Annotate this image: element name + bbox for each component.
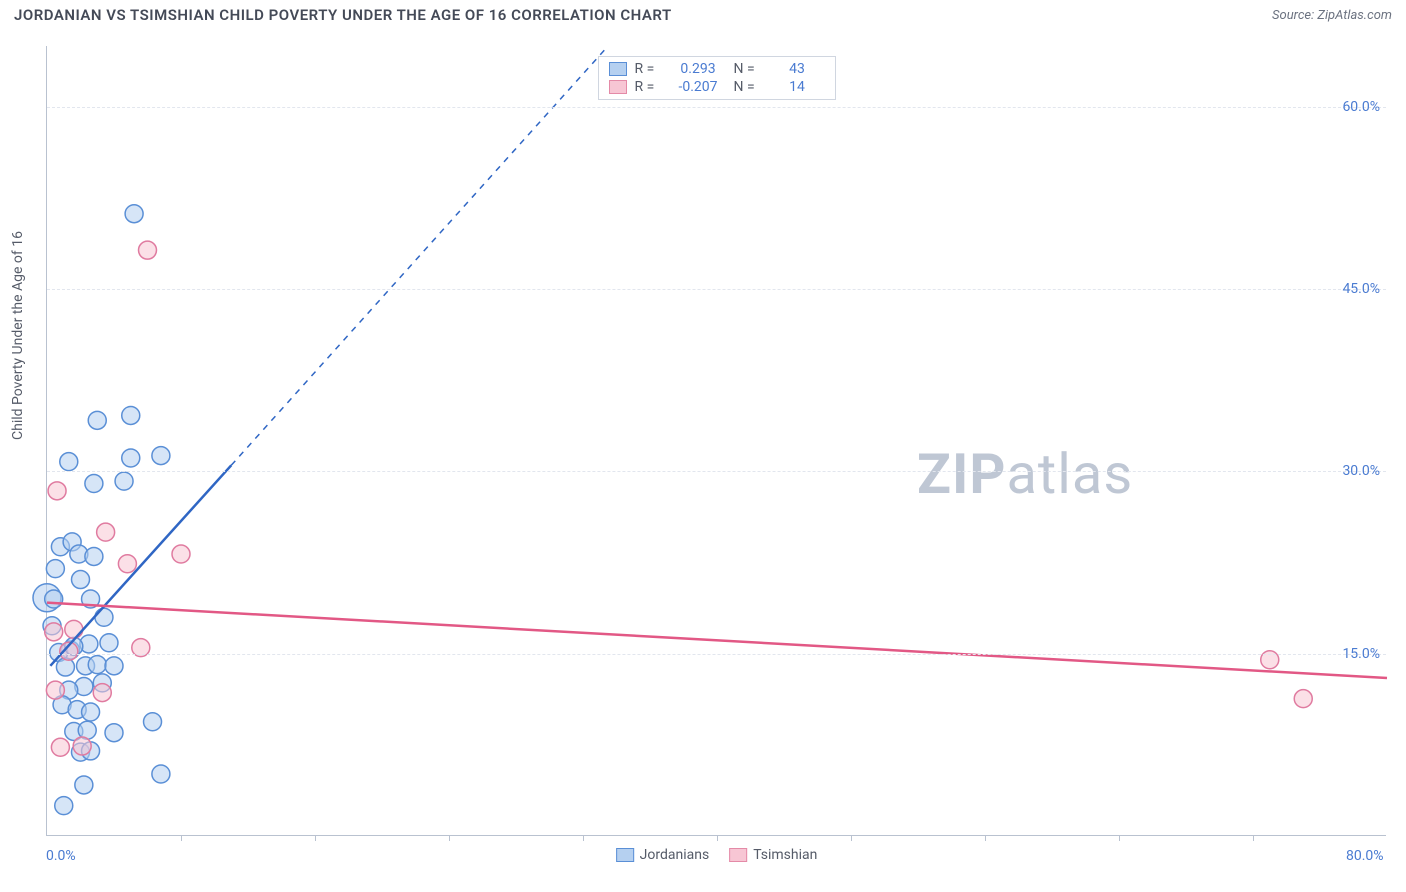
scatter-point bbox=[60, 453, 78, 471]
x-tick-minor bbox=[851, 835, 852, 841]
legend-label: Jordanians bbox=[640, 847, 710, 863]
scatter-point bbox=[1294, 690, 1312, 708]
y-tick-label: 30.0% bbox=[1342, 463, 1380, 479]
r-label: R = bbox=[635, 79, 663, 95]
legend-item: Jordanians bbox=[616, 847, 710, 863]
scatter-point bbox=[122, 449, 140, 467]
scatter-point bbox=[75, 776, 93, 794]
legend-stat-row: R = -0.207 N = 14 bbox=[609, 78, 825, 96]
trend-line-dashed bbox=[231, 46, 608, 465]
scatter-point bbox=[45, 590, 63, 608]
scatter-point bbox=[97, 523, 115, 541]
scatter-point bbox=[46, 560, 64, 578]
legend-swatch bbox=[729, 848, 747, 862]
scatter-point bbox=[51, 738, 69, 756]
scatter-point bbox=[82, 703, 100, 721]
gridline-h bbox=[47, 471, 1386, 472]
scatter-point bbox=[122, 406, 140, 424]
x-axis-min-label: 0.0% bbox=[46, 848, 76, 864]
scatter-point bbox=[118, 555, 136, 573]
x-tick-minor bbox=[717, 835, 718, 841]
r-value: 0.293 bbox=[671, 61, 726, 77]
scatter-point bbox=[115, 472, 133, 490]
y-tick-label: 60.0% bbox=[1342, 99, 1380, 115]
gridline-h bbox=[47, 289, 1386, 290]
x-tick-minor bbox=[583, 835, 584, 841]
legend-series: Jordanians Tsimshian bbox=[616, 847, 818, 863]
plot-area: ZIPatlas R =0.293N =43R =-0.207N =14 Jor… bbox=[46, 46, 1386, 836]
scatter-point bbox=[55, 797, 73, 815]
scatter-point bbox=[88, 656, 106, 674]
legend-label: Tsimshian bbox=[753, 847, 817, 863]
scatter-point bbox=[144, 713, 162, 731]
scatter-point bbox=[85, 547, 103, 565]
scatter-point bbox=[152, 765, 170, 783]
legend-item: Tsimshian bbox=[729, 847, 817, 863]
plot-svg bbox=[47, 46, 1386, 835]
x-tick-minor bbox=[181, 835, 182, 841]
r-value: -0.207 bbox=[671, 79, 726, 95]
legend-swatch bbox=[609, 80, 627, 94]
chart-container: Child Poverty Under the Age of 16 ZIPatl… bbox=[0, 40, 1406, 892]
scatter-point bbox=[46, 681, 64, 699]
scatter-point bbox=[56, 658, 74, 676]
scatter-point bbox=[105, 657, 123, 675]
x-axis-max-label: 80.0% bbox=[1346, 848, 1384, 864]
trend-line bbox=[47, 603, 1387, 678]
scatter-point bbox=[45, 623, 63, 641]
scatter-point bbox=[172, 545, 190, 563]
scatter-point bbox=[72, 571, 90, 589]
gridline-h bbox=[47, 654, 1386, 655]
scatter-point bbox=[93, 684, 111, 702]
x-tick-minor bbox=[449, 835, 450, 841]
chart-title: JORDANIAN VS TSIMSHIAN CHILD POVERTY UND… bbox=[14, 6, 672, 24]
legend-stats: R = 0.293 N = 43 R = -0.207 N = 14 bbox=[598, 56, 836, 100]
y-tick-label: 45.0% bbox=[1342, 281, 1380, 297]
legend-swatch bbox=[616, 848, 634, 862]
scatter-point bbox=[105, 724, 123, 742]
scatter-point bbox=[100, 634, 118, 652]
x-tick-minor bbox=[1253, 835, 1254, 841]
scatter-point bbox=[73, 737, 91, 755]
x-tick-minor bbox=[1119, 835, 1120, 841]
gridline-h bbox=[47, 107, 1386, 108]
scatter-point bbox=[152, 447, 170, 465]
scatter-point bbox=[88, 411, 106, 429]
legend-swatch bbox=[609, 62, 627, 76]
y-axis-label: Child Poverty Under the Age of 16 bbox=[10, 231, 26, 440]
n-label: N = bbox=[734, 79, 762, 95]
scatter-point bbox=[95, 608, 113, 626]
x-tick-minor bbox=[315, 835, 316, 841]
legend-stat-row: R = 0.293 N = 43 bbox=[609, 60, 825, 78]
n-label: N = bbox=[734, 61, 762, 77]
scatter-point bbox=[48, 482, 66, 500]
n-value: 14 bbox=[770, 79, 825, 95]
y-tick-label: 15.0% bbox=[1342, 646, 1380, 662]
x-tick-minor bbox=[985, 835, 986, 841]
trend-line bbox=[50, 465, 231, 666]
scatter-point bbox=[65, 620, 83, 638]
r-label: R = bbox=[635, 61, 663, 77]
n-value: 43 bbox=[770, 61, 825, 77]
scatter-point bbox=[125, 205, 143, 223]
scatter-point bbox=[139, 241, 157, 259]
source-attribution: Source: ZipAtlas.com bbox=[1272, 8, 1392, 23]
scatter-point bbox=[85, 475, 103, 493]
